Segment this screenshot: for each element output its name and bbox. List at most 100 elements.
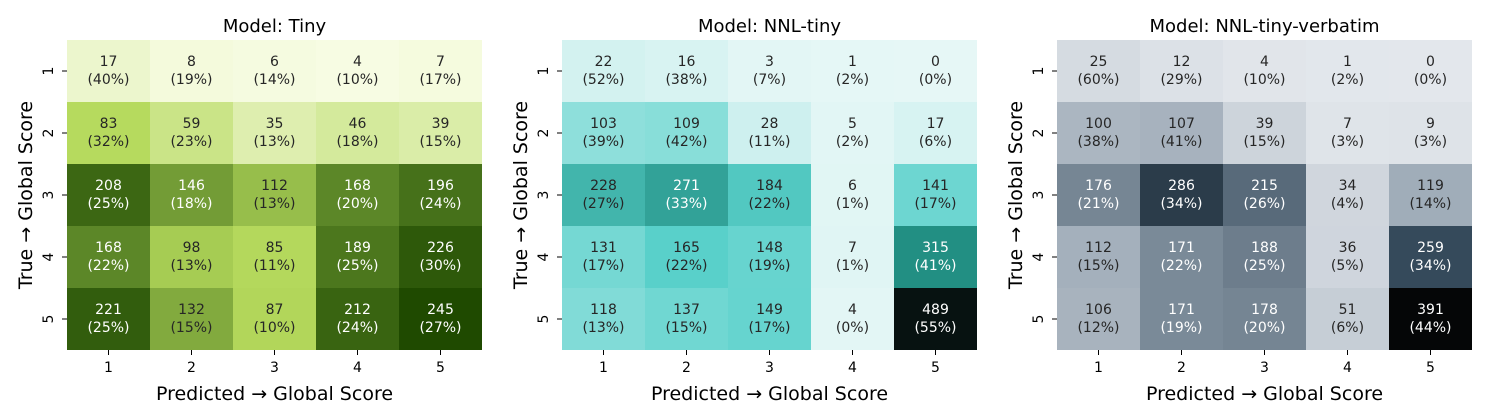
y-tick-label: 2: [41, 129, 57, 138]
cell-count-label: 1: [1343, 54, 1352, 70]
cell-count-label: 215: [1251, 178, 1278, 194]
cell-percent-label: (15%): [419, 134, 461, 150]
cell-count-label: 118: [590, 302, 617, 318]
y-tick-label: 4: [536, 252, 552, 261]
cell-count-label: 51: [1339, 302, 1357, 318]
cell-count-label: 148: [756, 240, 783, 256]
x-tick-label: 4: [353, 360, 362, 376]
heatmap-cell: [1140, 102, 1223, 164]
heatmap-cell: [811, 226, 894, 288]
cell-count-label: 5: [848, 116, 857, 132]
cell-count-label: 0: [931, 54, 940, 70]
cell-count-label: 9: [1426, 116, 1435, 132]
heatmap-cell: [811, 164, 894, 226]
heatmap-cell: [150, 102, 233, 164]
cell-count-label: 87: [266, 302, 284, 318]
heatmap-cell: [811, 288, 894, 350]
heatmap-cell: [316, 226, 399, 288]
heatmap-cell: [1057, 164, 1140, 226]
cell-percent-label: (15%): [1243, 134, 1285, 150]
heatmap-cell: [645, 164, 728, 226]
heatmap-cell: [150, 164, 233, 226]
cell-percent-label: (25%): [1243, 258, 1285, 274]
cell-count-label: 34: [1339, 178, 1357, 194]
y-tick-label: 2: [536, 129, 552, 138]
cell-count-label: 1: [848, 54, 857, 70]
cell-percent-label: (20%): [336, 196, 378, 212]
cell-count-label: 112: [261, 178, 288, 194]
cell-percent-label: (29%): [1160, 72, 1202, 88]
heatmap-cell: [233, 288, 316, 350]
heatmap-cell: [894, 102, 977, 164]
heatmap-cell: [399, 40, 482, 102]
heatmap-cell: [728, 40, 811, 102]
heatmap-cell: [811, 40, 894, 102]
x-axis-title: Predicted → Global Score: [1146, 383, 1383, 405]
cell-percent-label: (11%): [253, 258, 295, 274]
heatmap-cell: [316, 102, 399, 164]
heatmap-cell: [1306, 226, 1389, 288]
heatmap-panel-1: Model: Tiny 17 (40%) 8 (19%) 6 (14%) 4 (10%) 7 (17…: [15, 16, 482, 405]
heatmap-cell: [645, 102, 728, 164]
heatmap-cell: [562, 164, 645, 226]
cell-percent-label: (6%): [919, 134, 952, 150]
x-tick-label: 3: [1260, 360, 1269, 376]
x-tick-label: 4: [848, 360, 857, 376]
cell-percent-label: (15%): [1077, 258, 1119, 274]
cell-percent-label: (13%): [170, 258, 212, 274]
heatmap-cell: [316, 164, 399, 226]
cell-count-label: 36: [1339, 240, 1357, 256]
heatmap-cell: [1306, 40, 1389, 102]
cell-count-label: 7: [1343, 116, 1352, 132]
y-tick-label: 3: [536, 191, 552, 200]
cell-percent-label: (18%): [336, 134, 378, 150]
y-axis-title: True → Global Score: [510, 101, 532, 290]
cell-percent-label: (0%): [919, 72, 952, 88]
cell-count-label: 7: [848, 240, 857, 256]
heatmap-cell: [1306, 102, 1389, 164]
cell-percent-label: (27%): [419, 320, 461, 336]
heatmap-cell: [1223, 102, 1306, 164]
cell-count-label: 109: [673, 116, 700, 132]
heatmap-cell: [1223, 164, 1306, 226]
chart-title: Model: NNL-tiny: [698, 16, 841, 37]
cell-percent-label: (3%): [1331, 134, 1364, 150]
cell-count-label: 39: [1256, 116, 1274, 132]
cell-percent-label: (26%): [1243, 196, 1285, 212]
heatmap-cell: [233, 102, 316, 164]
cell-count-label: 212: [344, 302, 371, 318]
heatmap-cell: [1140, 40, 1223, 102]
heatmap-cell: [562, 288, 645, 350]
heatmap-cell: [894, 164, 977, 226]
heatmap-cell: [399, 102, 482, 164]
cell-percent-label: (52%): [582, 72, 624, 88]
cell-count-label: 315: [922, 240, 949, 256]
chart-title: Model: NNL-tiny-verbatim: [1150, 16, 1380, 37]
x-tick-label: 2: [187, 360, 196, 376]
cell-count-label: 4: [848, 302, 857, 318]
x-tick-label: 1: [599, 360, 608, 376]
cell-count-label: 7: [436, 54, 445, 70]
cell-count-label: 100: [1085, 116, 1112, 132]
cell-count-label: 103: [590, 116, 617, 132]
y-tick-label: 5: [1031, 315, 1047, 324]
cell-percent-label: (15%): [665, 320, 707, 336]
cell-percent-label: (2%): [836, 134, 869, 150]
heatmap-cell: [1057, 102, 1140, 164]
heatmap-cell: [1223, 226, 1306, 288]
cell-count-label: 178: [1251, 302, 1278, 318]
cell-percent-label: (32%): [87, 134, 129, 150]
cell-count-label: 107: [1168, 116, 1195, 132]
cell-percent-label: (24%): [419, 196, 461, 212]
cell-percent-label: (22%): [748, 196, 790, 212]
cell-count-label: 85: [266, 240, 284, 256]
cell-percent-label: (42%): [665, 134, 707, 150]
cell-count-label: 184: [756, 178, 783, 194]
cell-percent-label: (34%): [1409, 258, 1451, 274]
heatmap-cell: [894, 226, 977, 288]
cell-count-label: 176: [1085, 178, 1112, 194]
cell-count-label: 6: [270, 54, 279, 70]
cell-count-label: 119: [1417, 178, 1444, 194]
y-axis-title: True → Global Score: [1005, 101, 1027, 290]
